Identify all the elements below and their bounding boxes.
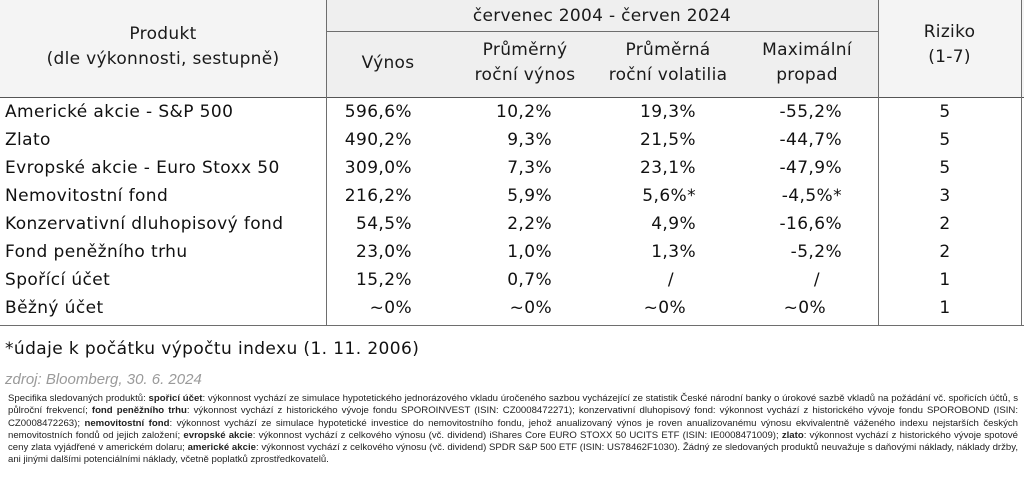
column-divider-left: [326, 0, 327, 326]
avg-return-value: 10,2%: [495, 102, 552, 122]
volatility-value: ~0%: [643, 298, 686, 318]
avg-return-value: 2,2%: [507, 214, 552, 234]
max-drawdown-value: ~0%: [783, 298, 826, 318]
max-drawdown-value: -55,2%: [779, 102, 842, 122]
specs-text: : výkonnost vychází ze simulace hypoteti…: [8, 417, 1018, 441]
specs-bold: evropské akcie: [183, 429, 253, 441]
risk-value: 2: [939, 242, 951, 262]
table-row: Nemovitostní fond 216,2% 5,9% 5,6%* -4,5…: [0, 182, 1024, 210]
max-drawdown-value: -4,5%*: [781, 186, 842, 206]
specs-bold: spořicí účet: [148, 393, 203, 404]
table-row: Evropské akcie - Euro Stoxx 50 309,0% 7,…: [0, 154, 1024, 182]
avg-return-value: 0,7%: [507, 270, 552, 290]
avg-return-value: 5,9%: [507, 186, 552, 206]
performance-table: Produkt (dle výkonnosti, sestupně) červe…: [0, 0, 1024, 326]
period-divider: [326, 31, 878, 32]
risk-value: 2: [939, 214, 951, 234]
volatility-value: 19,3%: [639, 102, 696, 122]
source-note: zdroj: Bloomberg, 30. 6. 2024: [5, 371, 202, 388]
header-bottom-line: [0, 97, 1024, 98]
return-value: 596,6%: [344, 102, 412, 122]
return-value: 54,5%: [355, 214, 412, 234]
header-product-line2: (dle výkonnosti, sestupně): [46, 49, 280, 69]
specs-text: : výkonnost vychází z historického vývoj…: [8, 429, 1018, 454]
max-drawdown-value: -5,2%: [790, 242, 842, 262]
product-name: Zlato: [5, 130, 51, 150]
risk-value: 5: [939, 158, 951, 178]
specs-text: : výkonnost vychází z celkového výnosu (…: [252, 429, 782, 441]
header-product-line1: Produkt: [129, 24, 197, 44]
risk-value: 1: [939, 298, 951, 318]
header-max-drawdown-line2: propad: [776, 65, 838, 85]
volatility-value: 21,5%: [639, 130, 696, 150]
avg-return-value: 1,0%: [507, 242, 552, 262]
specs-bold: americké akcie: [187, 442, 256, 454]
header-avg-volatility-line2: roční volatilia: [608, 65, 728, 85]
table-row: Americké akcie - S&P 500 596,6% 10,2% 19…: [0, 98, 1024, 126]
max-drawdown-value: -16,6%: [779, 214, 842, 234]
specs-bold: nemovitostní fond: [84, 417, 170, 429]
volatility-value: 5,6%*: [642, 186, 696, 206]
table-right-border: [1021, 0, 1022, 326]
header-avg-return-line1: Průměrný: [482, 40, 568, 60]
header-period: červenec 2004 - červen 2024: [472, 6, 732, 26]
return-value: 23,0%: [355, 242, 412, 262]
return-value: 309,0%: [344, 158, 412, 178]
max-drawdown-value: -44,7%: [779, 130, 842, 150]
header-bg-product: [0, 0, 326, 98]
header-avg-volatility: Průměrná roční volatilia: [598, 38, 738, 88]
product-name: Evropské akcie - Euro Stoxx 50: [5, 158, 280, 178]
volatility-value: /: [667, 270, 674, 290]
product-name: Americké akcie - S&P 500: [5, 102, 234, 122]
table-bottom-line: [0, 325, 1024, 326]
volatility-value: 4,9%: [651, 214, 696, 234]
specs-text: : výkonnost vychází z celkového výnosu (…: [8, 442, 1019, 466]
product-name: Spořící účet: [5, 270, 111, 290]
specs-text: Specifika sledovaných produktů:: [8, 393, 149, 404]
risk-value: 3: [939, 186, 951, 206]
header-risk: Riziko (1-7): [878, 20, 1021, 70]
specs-text: : výkonnost vychází ze simulace hypoteti…: [8, 393, 1018, 417]
table-row: Zlato 490,2% 9,3% 21,5% -44,7% 5: [0, 126, 1024, 154]
table-row: Konzervativní dluhopisový fond 54,5% 2,2…: [0, 210, 1024, 238]
return-value: ~0%: [369, 298, 412, 318]
return-value: 15,2%: [355, 270, 412, 290]
table-row: Spořící účet 15,2% 0,7% / / 1: [0, 266, 1024, 294]
max-drawdown-value: -47,9%: [779, 158, 842, 178]
header-max-drawdown: Maximální propad: [744, 38, 870, 88]
return-value: 216,2%: [344, 186, 412, 206]
product-name: Konzervativní dluhopisový fond: [5, 214, 284, 234]
product-name: Fond peněžního trhu: [5, 242, 188, 262]
header-bg-risk: [878, 0, 1024, 98]
header-product: Produkt (dle výkonnosti, sestupně): [0, 22, 326, 72]
avg-return-value: 9,3%: [507, 130, 552, 150]
header-avg-return-line2: roční výnos: [474, 65, 576, 85]
specs-bold: fond peněžního trhu: [91, 405, 187, 417]
header-avg-return: Průměrný roční výnos: [460, 38, 590, 88]
max-drawdown-value: /: [813, 270, 820, 290]
specs-bold: zlato: [781, 429, 804, 441]
header-avg-volatility-line1: Průměrná: [625, 40, 711, 60]
table-row: Fond peněžního trhu 23,0% 1,0% 1,3% -5,2…: [0, 238, 1024, 266]
risk-value: 5: [939, 130, 951, 150]
header-risk-line1: Riziko: [923, 22, 976, 42]
column-divider-right: [878, 0, 879, 326]
footnote: *údaje k počátku výpočtu indexu (1. 11. …: [5, 339, 420, 359]
avg-return-value: 7,3%: [507, 158, 552, 178]
table-row: Běžný účet ~0% ~0% ~0% ~0% 1: [0, 294, 1024, 322]
header-risk-line2: (1-7): [928, 47, 971, 67]
return-value: 490,2%: [344, 130, 412, 150]
header-max-drawdown-line1: Maximální: [762, 40, 852, 60]
volatility-value: 1,3%: [651, 242, 696, 262]
product-name: Běžný účet: [5, 298, 104, 318]
avg-return-value: ~0%: [509, 298, 552, 318]
header-return: Výnos: [361, 53, 415, 73]
volatility-value: 23,1%: [639, 158, 696, 178]
risk-value: 1: [939, 270, 951, 290]
header-bg-period: [326, 0, 878, 98]
product-name: Nemovitostní fond: [5, 186, 169, 206]
risk-value: 5: [939, 102, 951, 122]
specs-text: : výkonnost vychází z historického vývoj…: [8, 405, 1018, 429]
product-specifics: Specifika sledovaných produktů: spořicí …: [8, 393, 1018, 467]
